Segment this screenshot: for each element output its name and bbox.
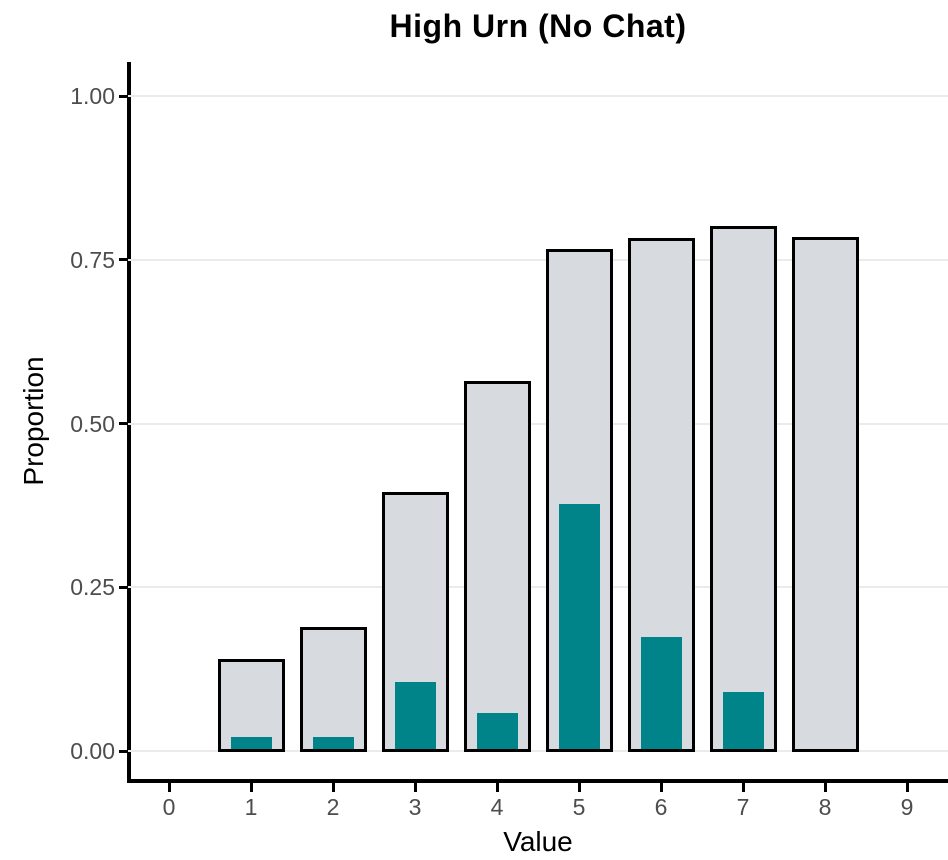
bar-teal-6 [640,637,682,749]
bar-gray-7 [709,226,777,752]
y-tick-0.25 [119,585,128,589]
x-tick-2 [331,783,335,792]
bar-teal-5 [558,504,600,749]
x-tick-7 [741,783,745,792]
x-tick-9 [905,783,909,792]
y-tick-label-0.75: 0.75 [70,246,115,273]
x-tick-8 [823,783,827,792]
chart-title: High Urn (No Chat) [389,8,687,44]
gridline-1.00 [128,95,948,97]
x-tick-label-0: 0 [162,794,176,820]
x-tick-label-4: 4 [490,794,504,820]
x-axis-title: Value [503,826,573,857]
bar-teal-3 [394,682,436,749]
bar-teal-1 [230,737,272,749]
x-tick-label-7: 7 [736,794,750,820]
gridline-0.25 [128,586,948,589]
y-tick-0.00 [119,749,128,753]
x-tick-label-3: 3 [408,794,422,820]
y-tick-0.75 [119,258,128,262]
x-tick-1 [249,783,253,792]
bar-teal-7 [722,692,764,749]
bar-teal-2 [312,737,354,749]
x-tick-4 [495,783,499,792]
bar-gray-8 [791,237,859,752]
bar-gray-2 [299,627,367,752]
x-tick-3 [413,783,417,792]
x-tick-label-9: 9 [900,794,914,820]
x-tick-label-5: 5 [572,794,586,820]
x-tick-label-6: 6 [654,794,668,820]
y-tick-label-1.00: 1.00 [70,83,115,109]
y-tick-label-0.50: 0.50 [70,410,115,437]
x-tick-6 [659,783,663,792]
x-axis-line [127,779,948,783]
x-tick-label-1: 1 [244,794,258,820]
y-tick-1.00 [119,94,128,98]
x-tick-5 [577,783,581,792]
gridline-0.00 [128,750,948,752]
x-tick-0 [167,783,171,792]
gridline-0.50 [128,422,948,425]
bar-teal-4 [476,713,518,749]
bar-gray-1 [217,659,285,752]
y-tick-0.50 [119,422,128,425]
gridline-0.75 [128,258,948,261]
x-tick-label-8: 8 [818,794,832,820]
y-tick-label-0.00: 0.00 [70,738,115,764]
x-tick-label-2: 2 [326,794,340,820]
bar-gray-4 [463,381,531,752]
y-tick-label-0.25: 0.25 [70,574,115,601]
